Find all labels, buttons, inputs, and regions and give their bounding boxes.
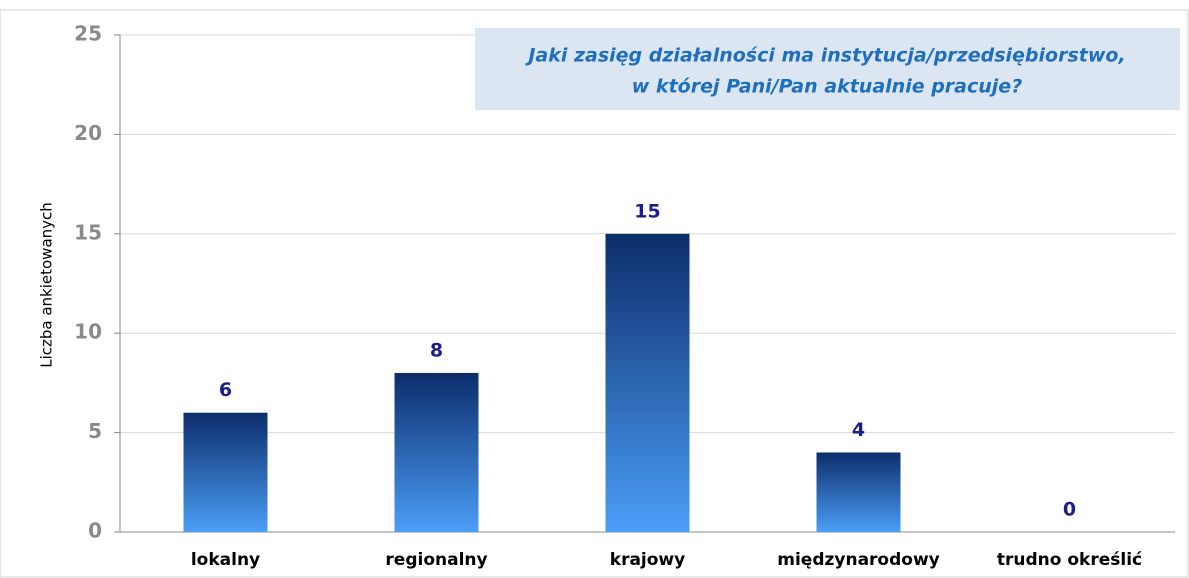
value-label: 8 (430, 339, 443, 361)
bar (605, 233, 690, 533)
x-tick-label: międzynarodowy (777, 550, 940, 570)
value-label: 6 (219, 379, 232, 401)
y-tick-label: 10 (74, 320, 102, 344)
value-label: 4 (852, 419, 865, 441)
y-tick-label: 5 (88, 419, 102, 443)
chart-title: w której Pani/Pan aktualnie pracuje? (632, 76, 1022, 98)
y-tick-label: 25 (74, 22, 102, 46)
y-tick-label: 0 (88, 519, 102, 543)
y-tick-label: 20 (74, 121, 102, 145)
x-tick-label: lokalny (191, 550, 260, 570)
title-box (475, 28, 1180, 110)
bar (394, 372, 479, 532)
value-label: 15 (634, 200, 660, 222)
bar (816, 452, 901, 532)
plot: 0 5 10 15 20 25 lokalny 6 regionalny 8 krajowy 15 mi… (74, 22, 1175, 570)
x-tick-label: regionalny (385, 550, 487, 570)
value-label: 0 (1063, 499, 1076, 521)
y-tick-label: 15 (74, 220, 102, 244)
chart-title: Jaki zasięg działalności ma instytucja/p… (524, 45, 1125, 67)
x-tick-label: krajowy (610, 550, 685, 570)
x-tick-label: trudno określić (997, 550, 1142, 570)
y-axis-label: Liczba ankietowanych (38, 202, 56, 368)
frame (0, 9, 1189, 578)
bar (183, 412, 268, 532)
